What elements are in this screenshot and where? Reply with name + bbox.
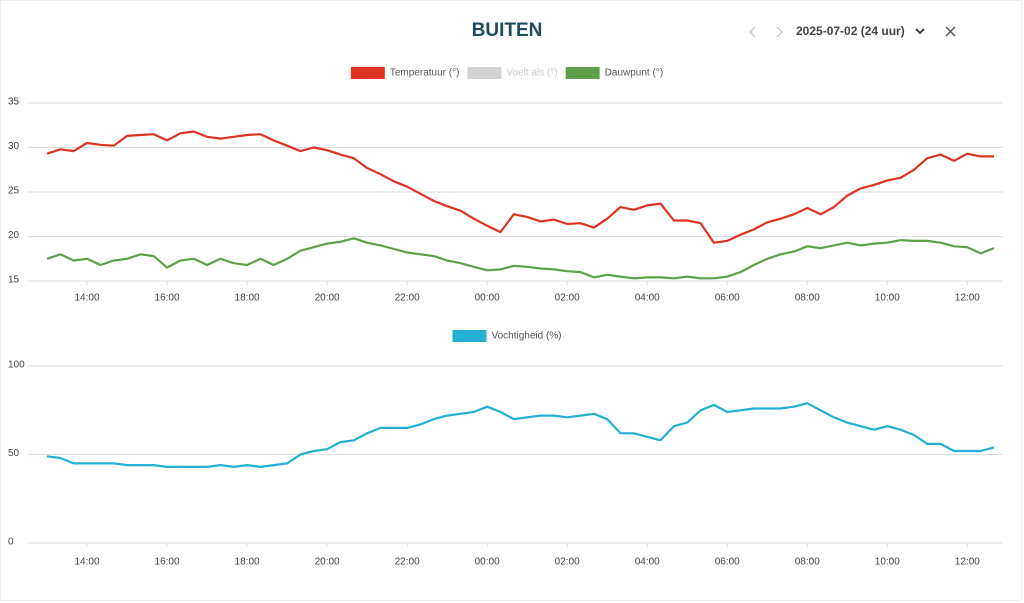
y-tick-label: 20 [8, 230, 20, 241]
x-tick-label: 06:00 [715, 557, 740, 568]
legend-item[interactable]: Voelt als (°) [467, 67, 558, 79]
x-tick-label: 18:00 [235, 293, 260, 304]
x-tick-label: 14:00 [74, 293, 99, 304]
legend-swatch [565, 67, 600, 79]
y-tick-label: 0 [8, 537, 14, 548]
legend: Vochtigheid (%) [452, 330, 562, 342]
legend-label: Voelt als (°) [506, 68, 557, 79]
period-dropdown[interactable] [915, 28, 925, 35]
x-tick-label: 02:00 [555, 557, 580, 568]
close-button[interactable] [945, 26, 956, 37]
x-tick-label: 10:00 [875, 293, 900, 304]
x-tick-label: 00:00 [475, 293, 500, 304]
x-tick-label: 00:00 [475, 557, 500, 568]
x-tick-label: 18:00 [235, 557, 260, 568]
legend-swatch [467, 67, 502, 79]
legend-item[interactable]: Dauwpunt (°) [565, 67, 663, 79]
x-tick-label: 16:00 [155, 557, 180, 568]
x-tick-label: 08:00 [795, 557, 820, 568]
period-selector[interactable]: 2025-07-02 (24 uur) [796, 24, 905, 38]
x-tick-label: 20:00 [315, 557, 340, 568]
x-tick-label: 04:00 [635, 293, 660, 304]
y-tick-label: 30 [8, 141, 20, 152]
legend-item[interactable]: Temperatuur (°) [350, 67, 460, 79]
x-tick-label: 22:00 [395, 293, 420, 304]
previous-button[interactable] [748, 26, 756, 38]
x-tick-label: 10:00 [875, 557, 900, 568]
x-tick-label: 22:00 [395, 557, 420, 568]
series-line [46, 237, 995, 280]
x-tick-label: 02:00 [555, 293, 580, 304]
y-tick-label: 100 [8, 360, 25, 371]
legend-label: Dauwpunt (°) [605, 68, 663, 79]
x-tick-label: 08:00 [795, 293, 820, 304]
legend-label: Temperatuur (°) [390, 68, 460, 79]
legend-item[interactable]: Vochtigheid (%) [452, 330, 562, 342]
x-tick-label: 16:00 [155, 293, 180, 304]
series-line [46, 402, 995, 468]
legend-swatch [350, 67, 385, 79]
y-tick-label: 35 [8, 97, 20, 108]
y-tick-label: 50 [8, 448, 20, 459]
x-tick-label: 14:00 [74, 557, 99, 568]
y-tick-label: 15 [8, 275, 20, 286]
legend-swatch [452, 330, 487, 342]
legend-label: Vochtigheid (%) [491, 331, 561, 342]
next-button[interactable] [776, 26, 784, 38]
x-tick-label: 12:00 [955, 557, 980, 568]
x-tick-label: 20:00 [315, 293, 340, 304]
x-tick-label: 04:00 [635, 557, 660, 568]
x-tick-label: 12:00 [955, 293, 980, 304]
y-tick-label: 25 [8, 186, 20, 197]
x-tick-label: 06:00 [715, 293, 740, 304]
legend: Temperatuur (°) Voelt als (°) Dauwpunt (°) [350, 67, 663, 79]
series-line [46, 130, 994, 244]
panel-title: BUITEN [472, 20, 543, 41]
